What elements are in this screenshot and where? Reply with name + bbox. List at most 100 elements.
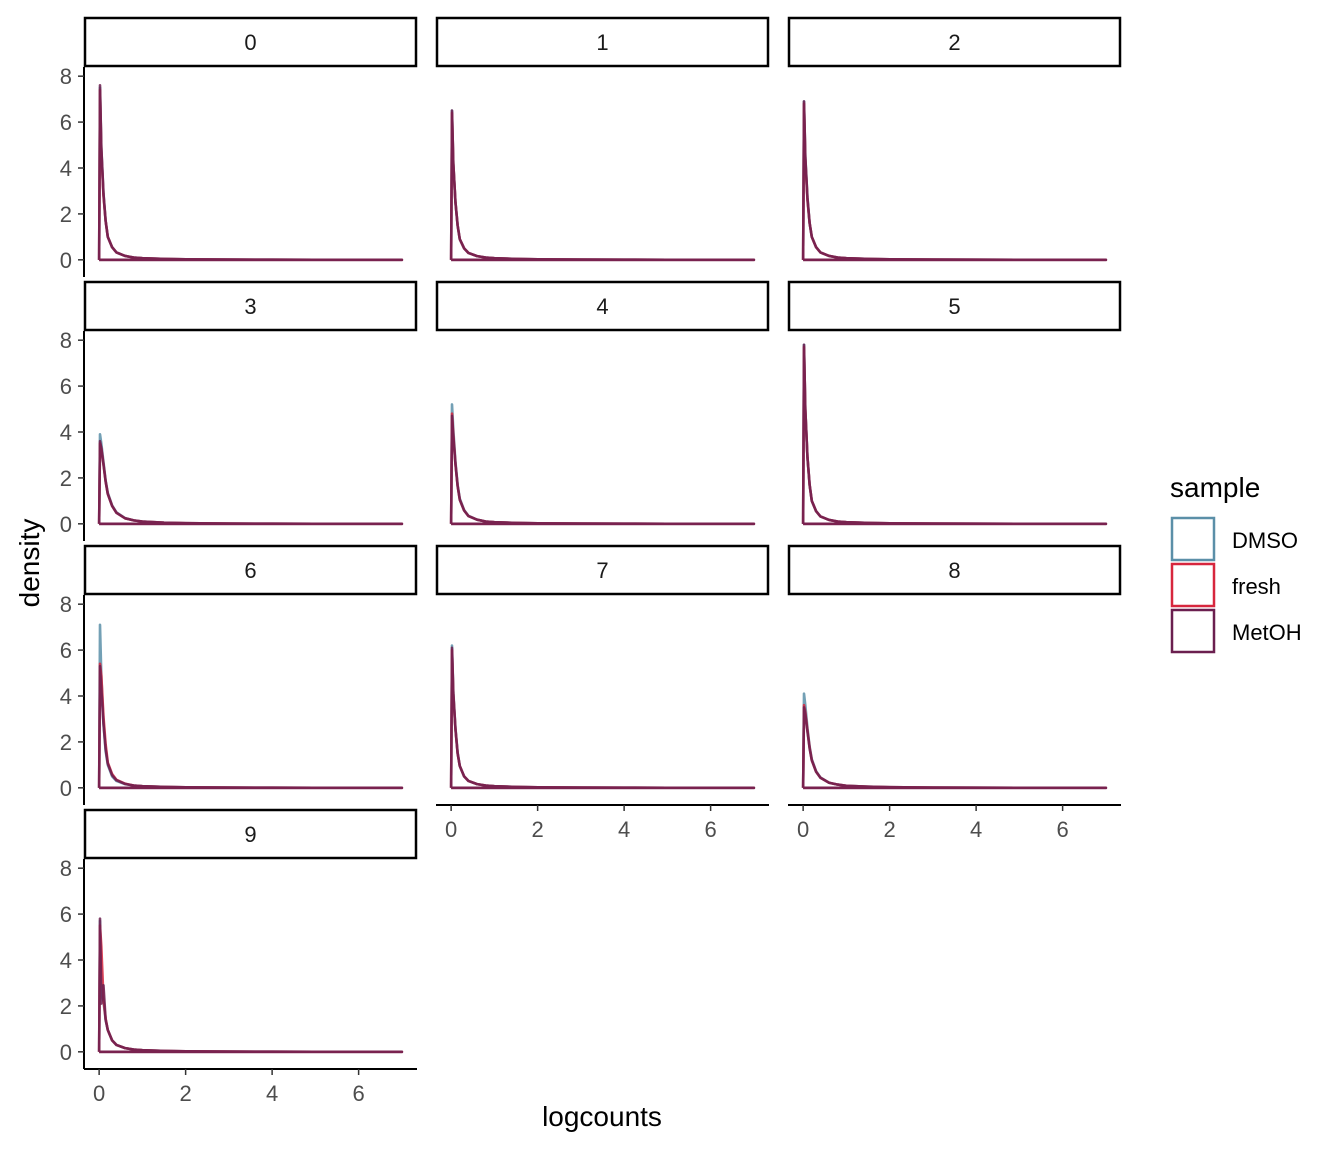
x-tick-label: 6 xyxy=(1056,817,1068,842)
density-line-fresh xyxy=(97,88,404,262)
facet-strip xyxy=(435,544,770,596)
legend-label-fresh: fresh xyxy=(1232,574,1281,599)
x-tick-label: 0 xyxy=(93,1081,105,1106)
facet-panel-9: 9 0 2 4 6 8 0 2 4 6 xyxy=(60,808,418,1106)
legend-title: sample xyxy=(1170,472,1260,503)
facet-strip xyxy=(787,544,1122,596)
legend-label-metoh: MetOH xyxy=(1232,620,1302,645)
y-tick-label: 2 xyxy=(60,202,72,227)
facet-panel-2: 2 xyxy=(787,16,1122,262)
legend: sample DMSO fresh MetOH xyxy=(1170,472,1302,654)
facet-strip-label: 8 xyxy=(948,558,960,583)
density-line-metoh xyxy=(97,664,404,790)
facet-panel-5: 5 xyxy=(787,280,1122,526)
facet-panel-4: 4 xyxy=(435,280,770,526)
density-line-metoh xyxy=(449,109,756,262)
x-tick-label: 4 xyxy=(970,817,982,842)
y-tick-label: 8 xyxy=(60,592,72,617)
y-tick-label: 2 xyxy=(60,994,72,1019)
legend-key-metoh xyxy=(1170,608,1216,654)
density-line-fresh xyxy=(97,924,404,1054)
x-tick-label: 4 xyxy=(266,1081,278,1106)
density-line-dmso xyxy=(801,343,1108,526)
facet-strip-label: 2 xyxy=(948,30,960,55)
facet-strip-label: 4 xyxy=(596,294,608,319)
density-line-dmso xyxy=(97,623,404,790)
legend-key-fresh xyxy=(1170,562,1216,608)
density-line-fresh xyxy=(801,703,1108,790)
facet-strip-label: 9 xyxy=(244,822,256,847)
density-line-dmso xyxy=(449,644,756,790)
y-tick-label: 4 xyxy=(60,948,72,973)
density-line-dmso xyxy=(97,433,404,526)
density-line-metoh xyxy=(97,439,404,526)
facet-panel-7: 7 0 2 4 6 xyxy=(435,544,770,842)
facet-strip-label: 1 xyxy=(596,30,608,55)
density-line-fresh xyxy=(449,648,756,790)
x-tick-label: 4 xyxy=(618,817,630,842)
facet-panel-3: 3 0 2 4 6 8 xyxy=(60,280,418,541)
density-line-fresh xyxy=(801,345,1108,526)
density-line-dmso xyxy=(449,403,756,526)
facet-strip xyxy=(83,544,418,596)
facet-strip xyxy=(435,16,770,68)
density-line-metoh xyxy=(449,414,756,526)
legend-label-dmso: DMSO xyxy=(1232,528,1298,553)
y-tick-label: 8 xyxy=(60,328,72,353)
density-line-dmso xyxy=(801,100,1108,262)
density-line-metoh xyxy=(801,343,1108,526)
facet-strip xyxy=(787,16,1122,68)
density-line-metoh xyxy=(801,706,1108,790)
y-tick-label: 8 xyxy=(60,64,72,89)
x-tick-label: 0 xyxy=(445,817,457,842)
facet-strip-label: 6 xyxy=(244,558,256,583)
y-tick-label: 6 xyxy=(60,110,72,135)
density-line-fresh xyxy=(97,662,404,790)
facet-strip-label: 7 xyxy=(596,558,608,583)
y-tick-label: 8 xyxy=(60,856,72,881)
y-tick-label: 6 xyxy=(60,374,72,399)
x-axis-title: logcounts xyxy=(542,1101,662,1132)
density-line-metoh xyxy=(801,100,1108,262)
y-tick-label: 0 xyxy=(60,512,72,537)
facet-panel-1: 1 xyxy=(435,16,770,262)
density-line-dmso xyxy=(97,86,404,262)
facet-strip xyxy=(435,280,770,332)
x-tick-label: 2 xyxy=(884,817,896,842)
density-line-dmso xyxy=(97,919,404,1054)
facet-strip-label: 0 xyxy=(244,30,256,55)
y-tick-label: 6 xyxy=(60,638,72,663)
y-axis-title: density xyxy=(14,519,45,608)
y-tick-label: 0 xyxy=(60,1040,72,1065)
density-line-dmso xyxy=(449,109,756,262)
x-tick-label: 2 xyxy=(532,817,544,842)
density-line-fresh xyxy=(449,111,756,262)
x-tick-label: 2 xyxy=(180,1081,192,1106)
facet-panel-8: 8 0 2 4 6 xyxy=(787,544,1122,842)
density-line-metoh xyxy=(449,646,756,790)
facet-strip xyxy=(787,280,1122,332)
y-tick-label: 6 xyxy=(60,902,72,927)
density-line-metoh xyxy=(97,84,404,262)
x-tick-label: 6 xyxy=(352,1081,364,1106)
density-line-dmso xyxy=(801,692,1108,790)
y-tick-label: 4 xyxy=(60,684,72,709)
facet-panel-0: 0 0 2 4 6 8 xyxy=(60,16,418,277)
x-tick-label: 6 xyxy=(704,817,716,842)
facet-strip xyxy=(83,808,418,860)
density-line-fresh xyxy=(801,102,1108,262)
facet-strip xyxy=(83,16,418,68)
x-tick-label: 0 xyxy=(797,817,809,842)
density-line-fresh xyxy=(97,442,404,526)
y-tick-label: 0 xyxy=(60,776,72,801)
y-tick-label: 4 xyxy=(60,420,72,445)
legend-key-dmso xyxy=(1170,516,1216,562)
facet-strip-label: 5 xyxy=(948,294,960,319)
y-tick-label: 2 xyxy=(60,730,72,755)
facet-panel-6: 6 0 2 4 6 8 xyxy=(60,544,418,805)
facet-strip xyxy=(83,280,418,332)
y-tick-label: 0 xyxy=(60,248,72,273)
